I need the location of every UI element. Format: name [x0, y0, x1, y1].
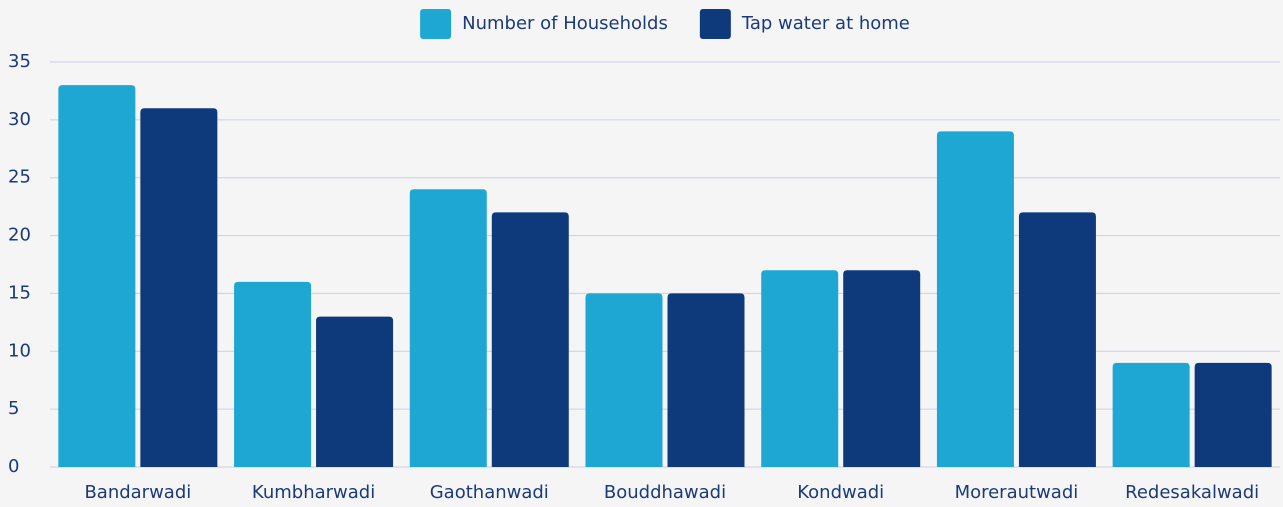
bar [234, 281, 312, 467]
bar [667, 293, 745, 467]
x-tick-label: Kumbharwadi [252, 482, 375, 503]
bar [761, 270, 839, 467]
y-tick-label: 20 [8, 225, 31, 246]
legend-label: Number of Households [462, 13, 668, 34]
bar [1018, 212, 1096, 467]
x-tick-label: Gaothanwadi [430, 482, 549, 503]
bar [936, 131, 1014, 467]
x-tick-label: Redesakalwadi [1125, 482, 1259, 503]
x-tick-label: Bandarwadi [84, 482, 191, 503]
legend-label: Tap water at home [741, 13, 910, 34]
bar [316, 316, 394, 467]
y-tick-label: 25 [8, 167, 31, 188]
bar [1112, 362, 1190, 467]
y-tick-label: 35 [8, 51, 31, 72]
y-tick-label: 5 [8, 398, 19, 419]
bar [1194, 362, 1272, 467]
y-tick-label: 0 [8, 456, 19, 477]
bar [58, 85, 136, 468]
y-tick-label: 30 [8, 109, 31, 130]
legend-swatch [420, 9, 452, 39]
x-tick-label: Bouddhawadi [604, 482, 726, 503]
bar [491, 212, 569, 467]
bar [140, 108, 218, 468]
y-tick-label: 10 [8, 340, 31, 361]
legend-swatch [699, 9, 731, 39]
x-tick-label: Kondwadi [797, 482, 884, 503]
legend-item: Tap water at home [699, 9, 910, 39]
x-tick-label: Morerautwadi [955, 482, 1079, 503]
y-tick-label: 15 [8, 282, 31, 303]
bar [585, 293, 663, 467]
bar [843, 270, 921, 467]
legend-item: Number of Households [420, 9, 668, 39]
bar [409, 189, 487, 468]
